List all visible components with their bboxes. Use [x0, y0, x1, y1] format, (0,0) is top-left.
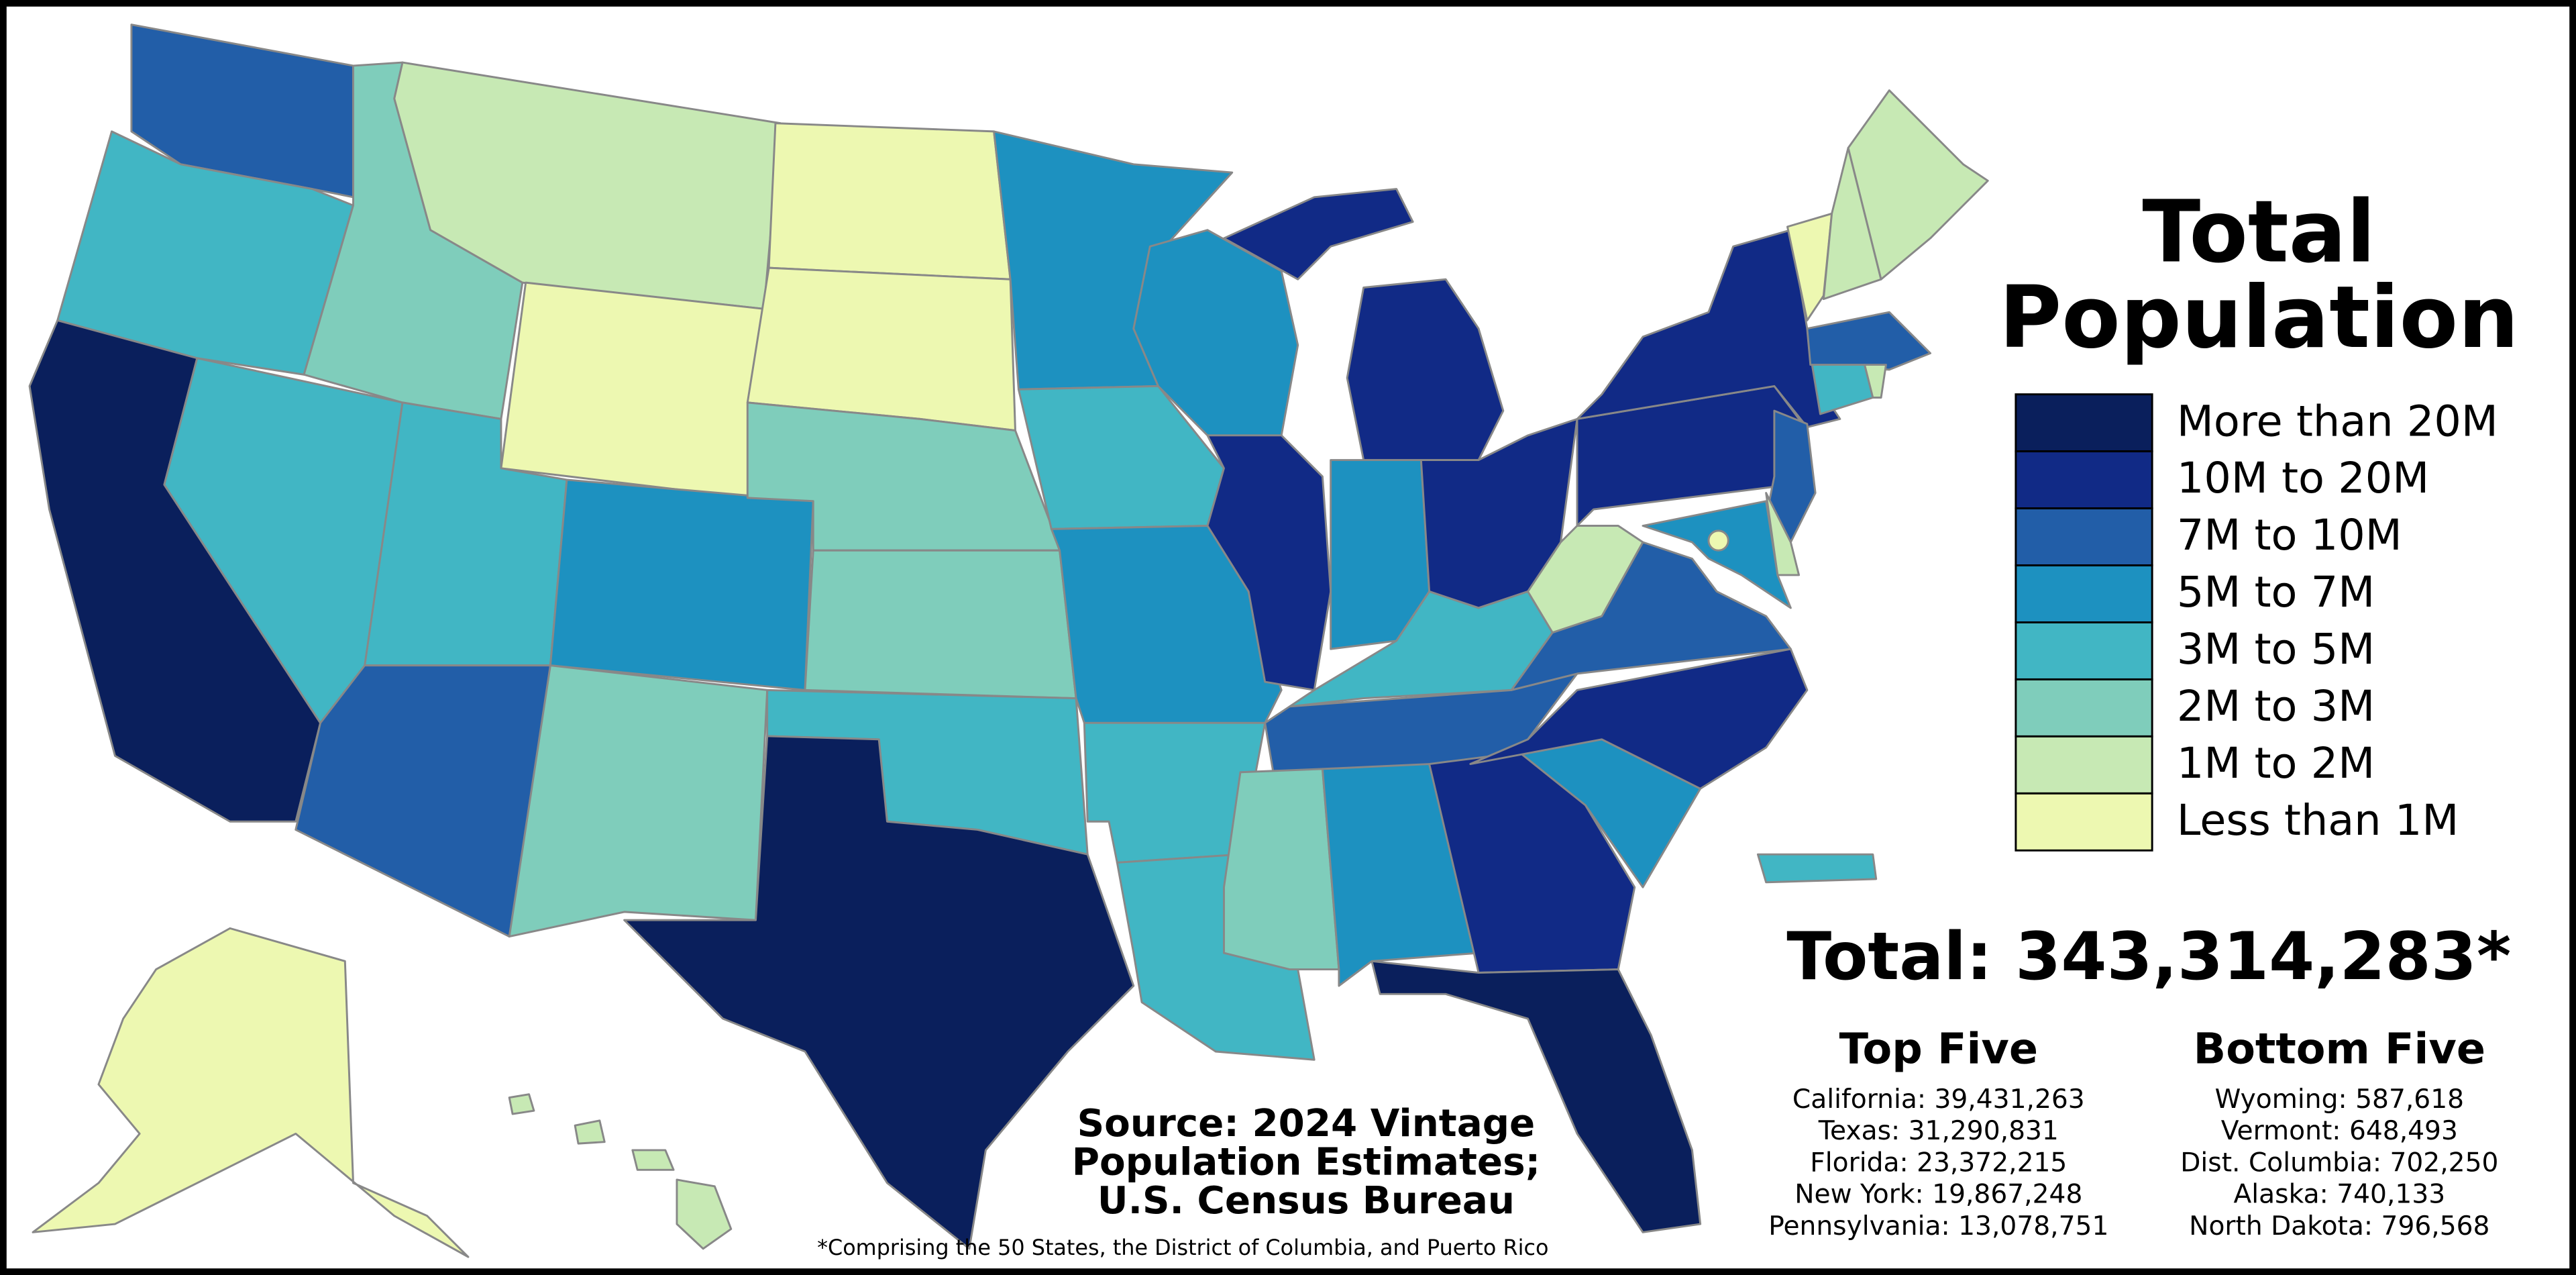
- legend-label: 7M to 10M: [2177, 511, 2402, 560]
- state: [676, 1178, 733, 1250]
- legend-swatch: [2015, 564, 2153, 623]
- legend-label: 5M to 7M: [2177, 568, 2375, 617]
- title: Total: [2142, 183, 2375, 283]
- legend-swatch: [2015, 507, 2153, 566]
- source: Source: 2024 Vintage: [1077, 1102, 1536, 1145]
- state: [32, 927, 470, 1258]
- list-item: Alaska: 740,133: [2234, 1180, 2446, 1210]
- legend-label: Less than 1M: [2177, 796, 2459, 846]
- list-item: Wyoming: 587,618: [2215, 1084, 2464, 1115]
- legend-swatch: [2015, 621, 2153, 680]
- list-item: Dist. Columbia: 702,250: [2180, 1148, 2498, 1178]
- state: [767, 122, 1012, 280]
- legend-label: 1M to 2M: [2177, 739, 2375, 788]
- title: Population: [1999, 268, 2519, 368]
- state: [1864, 364, 1887, 399]
- legend-swatch: [2015, 792, 2153, 852]
- state: [1469, 648, 1809, 790]
- state: [508, 1093, 535, 1115]
- footnote: *Comprising the 50 States, the District …: [817, 1235, 1548, 1260]
- state: [1707, 529, 1729, 552]
- list-item: New York: 19,867,248: [1794, 1180, 2082, 1210]
- state: [1527, 525, 1644, 634]
- total: Total: 343,314,283*: [1786, 919, 2511, 995]
- state: [1756, 853, 1878, 884]
- state: [1847, 89, 1989, 280]
- legend-swatch: [2015, 678, 2153, 737]
- state: [804, 549, 1077, 700]
- state: [623, 735, 1135, 1250]
- list-item: Vermont: 648,493: [2221, 1116, 2458, 1146]
- legend-label: 2M to 3M: [2177, 682, 2375, 731]
- list-item: North Dakota: 796,568: [2189, 1211, 2489, 1241]
- state: [549, 478, 814, 691]
- source: U.S. Census Bureau: [1097, 1179, 1515, 1223]
- state: [1223, 188, 1414, 280]
- state: [1371, 960, 1702, 1233]
- list-heading: Bottom Five: [2194, 1025, 2485, 1074]
- state: [1206, 434, 1332, 691]
- list-item: Texas: 31,290,831: [1818, 1116, 2059, 1146]
- legend-label: 10M to 20M: [2177, 454, 2429, 503]
- source: Population Estimates;: [1072, 1140, 1540, 1184]
- state: [508, 664, 769, 938]
- legend-swatch: [2015, 393, 2153, 453]
- list-heading: Top Five: [1839, 1025, 2038, 1074]
- legend-label: 3M to 5M: [2177, 625, 2375, 674]
- list-item: Pennsylvania: 13,078,751: [1768, 1211, 2108, 1241]
- state: [631, 1149, 675, 1171]
- state: [1642, 500, 1792, 609]
- state: [1223, 768, 1340, 971]
- state: [574, 1119, 606, 1145]
- state: [1806, 311, 1932, 371]
- legend-swatch: [2015, 735, 2153, 795]
- legend-label: More than 20M: [2177, 397, 2498, 446]
- state: [500, 281, 765, 499]
- legend-swatch: [2015, 450, 2153, 510]
- list-item: Florida: 23,372,215: [1810, 1148, 2067, 1178]
- list-item: California: 39,431,263: [1792, 1084, 2085, 1115]
